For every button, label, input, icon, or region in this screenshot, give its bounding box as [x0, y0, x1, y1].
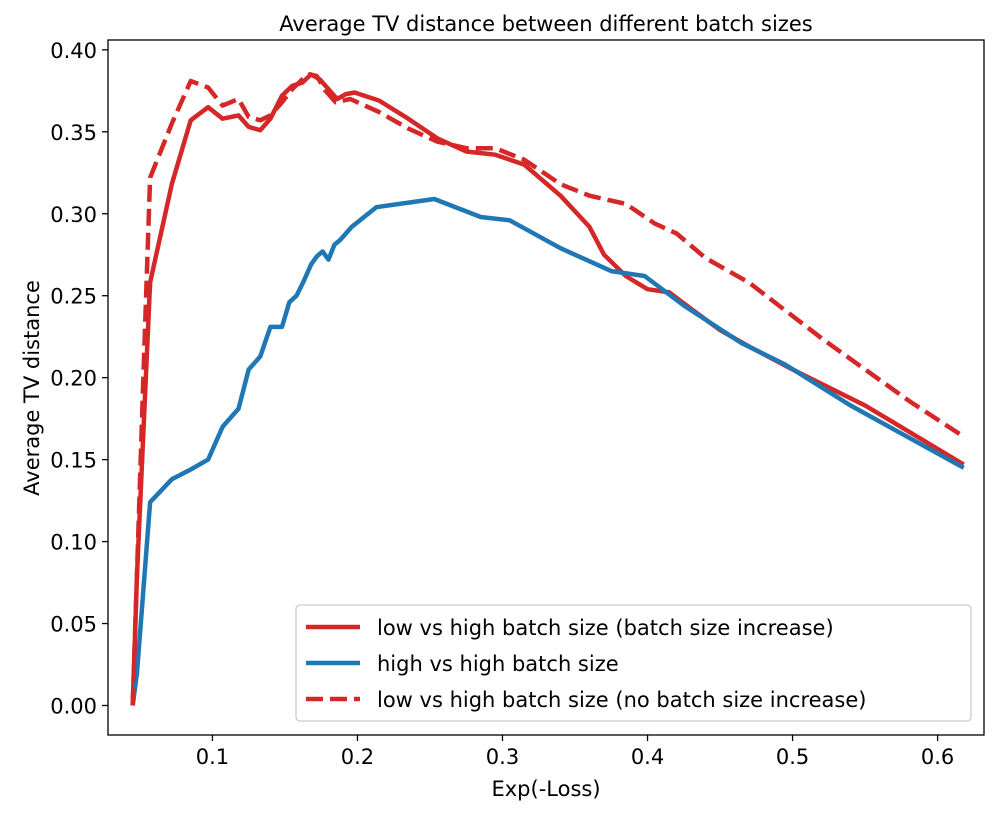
plot-frame: [107, 39, 985, 736]
y-tick-label: 0.40: [50, 39, 97, 63]
x-axis-label: Exp(-Loss): [491, 777, 600, 801]
y-axis-label: Average TV distance: [20, 280, 44, 496]
x-axis-ticks: 0.1 0.2 0.3 0.4 0.5 0.6: [196, 735, 954, 769]
legend-label-high-vs-high: high vs high batch size: [377, 652, 619, 676]
y-tick-label: 0.30: [50, 203, 97, 227]
y-tick-label: 0.10: [50, 531, 97, 555]
x-tick-label: 0.2: [341, 745, 374, 769]
chart-title: Average TV distance between different ba…: [279, 12, 812, 36]
x-tick-label: 0.1: [196, 745, 229, 769]
series-layer: [130, 72, 965, 706]
y-tick-label: 0.20: [50, 367, 97, 391]
y-tick-label: 0.15: [50, 449, 97, 473]
y-axis-ticks: 0.00 0.05 0.10 0.15 0.20 0.25 0.30 0.35 0.40: [50, 39, 108, 718]
legend-label-batch-size-increase: low vs high batch size (batch size incre…: [377, 616, 834, 640]
y-tick-label: 0.25: [50, 285, 97, 309]
x-tick-label: 0.5: [776, 745, 809, 769]
legend-label-no-batch-size-increase: low vs high batch size (no batch size in…: [377, 688, 866, 712]
y-tick-label: 0.05: [50, 613, 97, 637]
series-line-2: [130, 72, 965, 706]
legend: low vs high batch size (batch size incre…: [295, 604, 972, 722]
y-tick-label: 0.35: [50, 121, 97, 145]
legend-box: [295, 604, 972, 722]
x-tick-label: 0.6: [921, 745, 954, 769]
x-tick-label: 0.4: [631, 745, 664, 769]
series-line-1: [130, 196, 965, 706]
x-tick-label: 0.3: [486, 745, 519, 769]
y-tick-label: 0.00: [50, 694, 97, 718]
